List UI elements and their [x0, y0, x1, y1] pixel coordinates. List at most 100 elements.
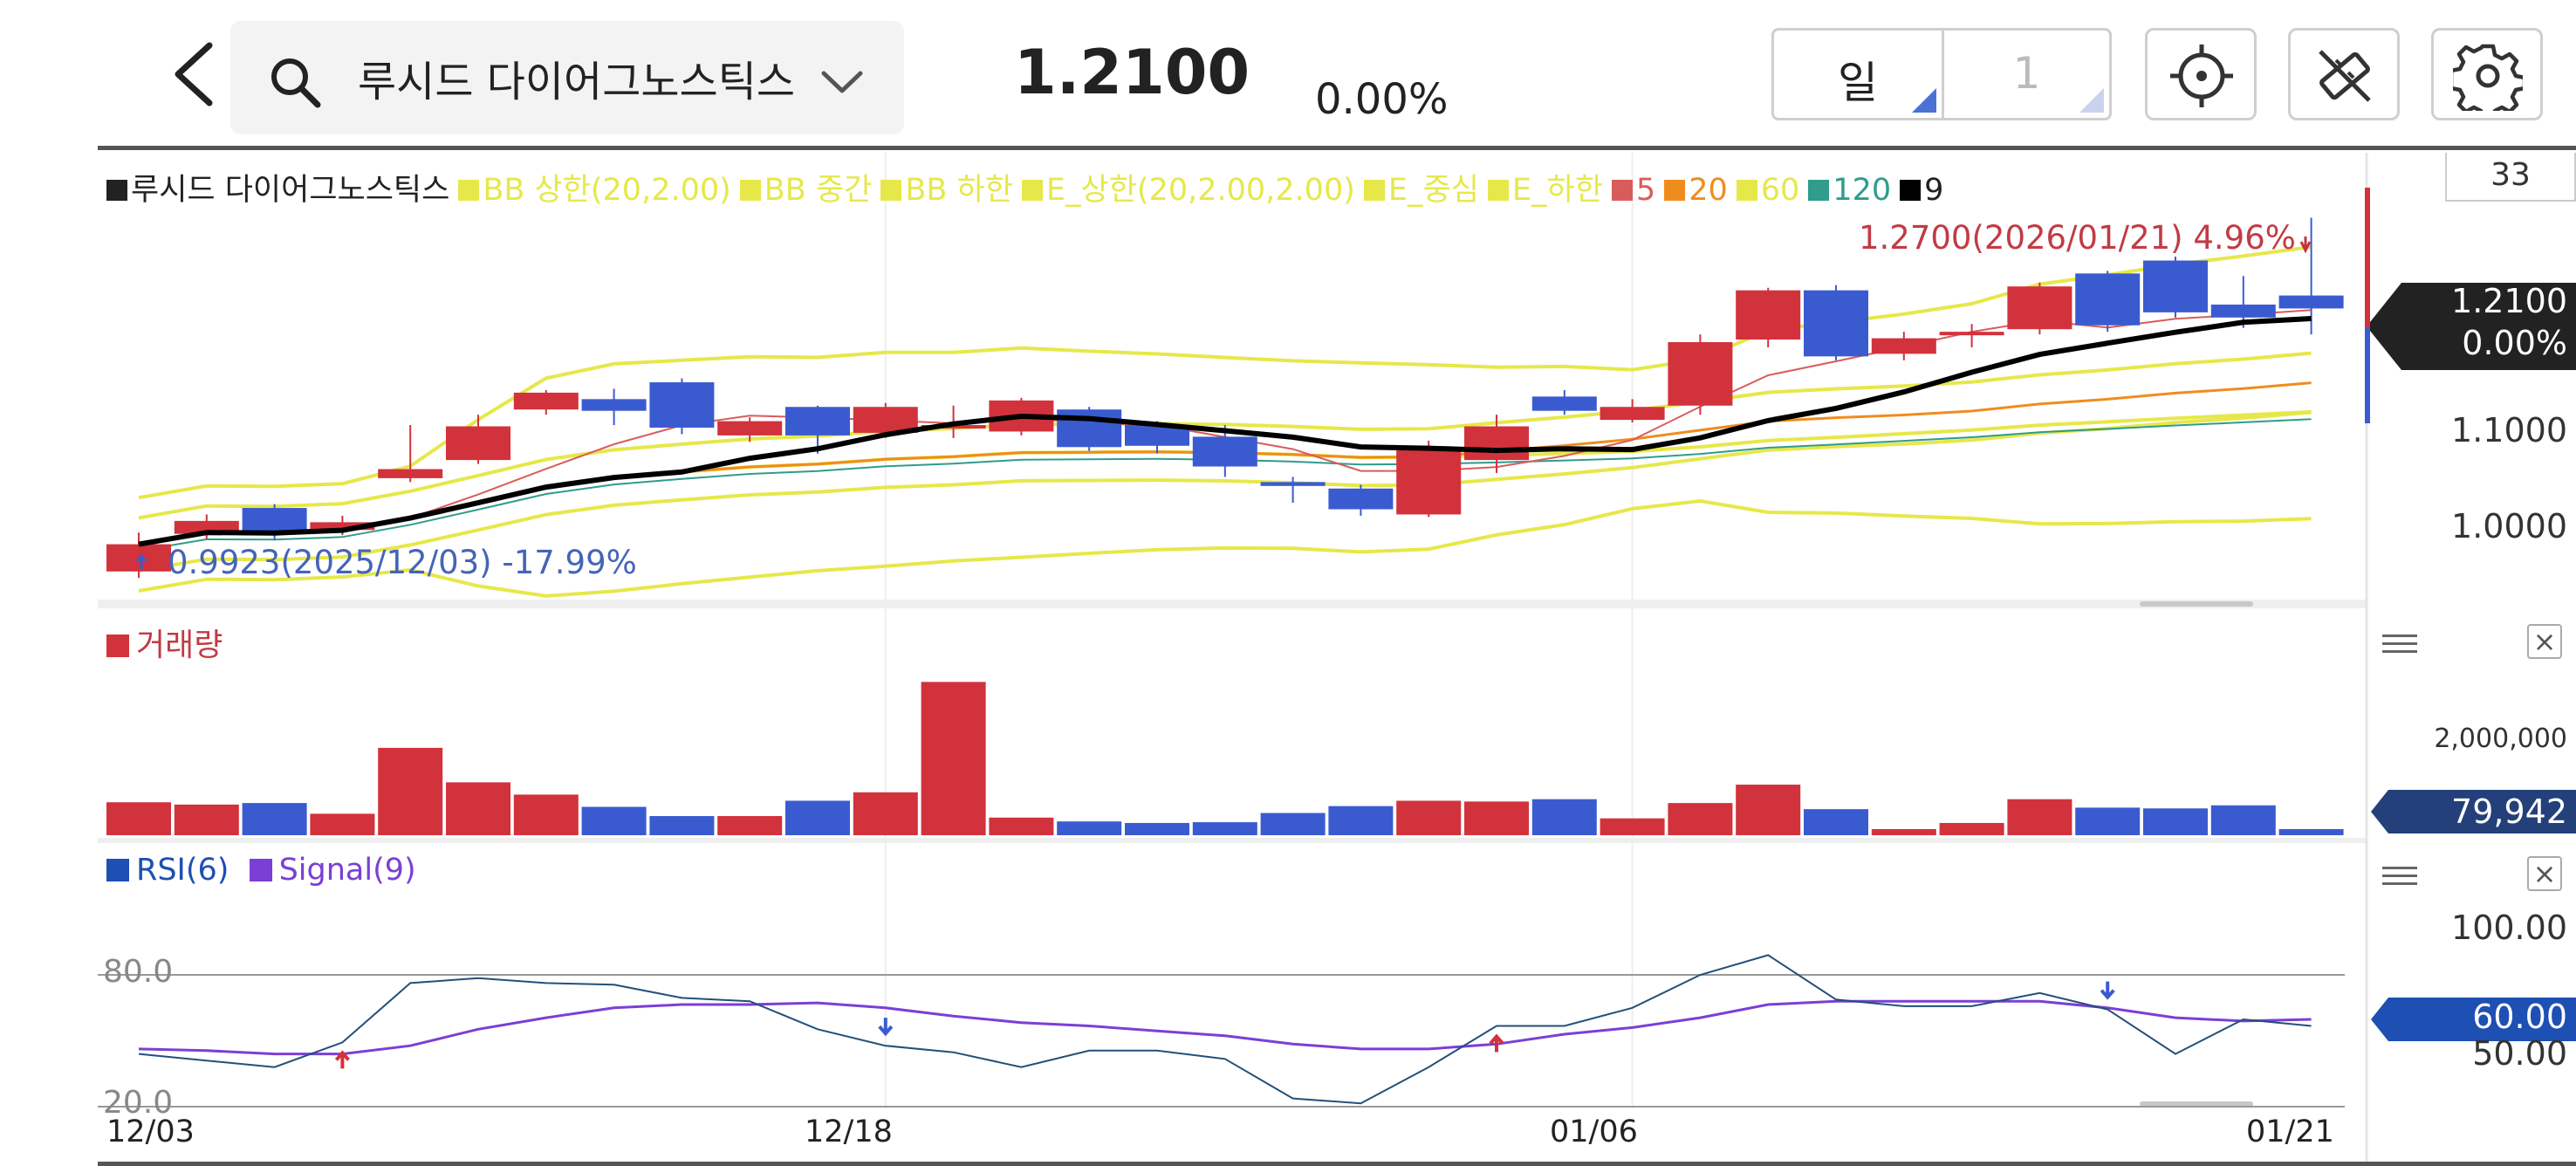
volume-bar — [2007, 799, 2072, 835]
candle-body — [1125, 425, 1189, 446]
volume-legend-swatch — [106, 634, 129, 657]
candle-body — [2075, 273, 2141, 326]
legend-item-label: E_상한(20,2.00,2.00) — [1045, 173, 1355, 208]
legend-swatch — [739, 180, 761, 201]
candle-body — [378, 469, 443, 478]
back-button[interactable] — [159, 35, 229, 113]
signal-line — [138, 999, 2312, 1056]
ma9-line — [138, 316, 2312, 547]
candle-body — [853, 407, 918, 433]
legend-swatch — [1664, 180, 1686, 201]
legend-item-label: 루시드 다이어그노스틱스 — [131, 173, 450, 208]
legend-swatch — [880, 180, 902, 201]
rsi-y-tick-mid: 50.00 — [2472, 1034, 2567, 1073]
candle-body — [1668, 342, 1733, 406]
period-value-dropdown[interactable]: 1 — [1944, 31, 2109, 118]
scrollbar-rsi[interactable] — [2140, 1101, 2253, 1107]
volume-bars — [106, 682, 2344, 835]
signal-legend-swatch — [249, 859, 272, 881]
candle-body — [1939, 332, 2004, 336]
settings-button[interactable] — [2431, 28, 2543, 120]
volume-bar — [1260, 813, 1326, 835]
legend-item-label: BB 하한 — [905, 173, 1013, 208]
rsi-panel-menu-button[interactable] — [2382, 861, 2417, 888]
candle-body — [649, 382, 715, 428]
period-unit-dropdown[interactable]: 일 — [1774, 31, 1944, 118]
drawing-tools-button[interactable] — [2288, 28, 2400, 120]
price-y-tick: 1.0000 — [2451, 507, 2567, 545]
x-axis-label: 01/21 — [2246, 1115, 2334, 1149]
rsi-y-tick-top: 100.00 — [2451, 909, 2567, 947]
legend-swatch — [1736, 180, 1757, 201]
volume-bar — [1939, 822, 2004, 835]
sell-signal-arrow-icon — [2100, 981, 2115, 1000]
candle-body — [446, 426, 510, 461]
volume-bar — [2143, 808, 2208, 835]
volume-bar — [174, 804, 239, 835]
chevron-down-icon[interactable] — [820, 70, 864, 96]
stock-search-box[interactable]: 루시드 다이어그노스틱스 — [230, 21, 904, 134]
x-axis-label: 12/18 — [805, 1115, 893, 1149]
volume-panel-close-button[interactable]: × — [2527, 624, 2562, 659]
chevron-left-icon — [175, 42, 213, 106]
volume-bar — [310, 813, 375, 835]
scrollbar-price[interactable] — [2140, 601, 2253, 607]
volume-tag-bg — [2371, 790, 2576, 833]
candle-body — [2007, 286, 2072, 330]
volume-bar — [785, 800, 850, 835]
volume-y-tick: 2,000,000 — [2434, 724, 2567, 754]
volume-bar — [853, 792, 918, 835]
bb-lower-line — [138, 498, 2312, 598]
volume-last-value: 79,942 — [2451, 792, 2567, 831]
volume-bar — [989, 817, 1054, 835]
volume-bar — [2075, 807, 2141, 835]
legend-swatch — [1021, 180, 1043, 201]
candle-body — [1600, 407, 1665, 421]
dropdown-corner-icon — [1912, 88, 1936, 113]
volume-bar — [1464, 801, 1529, 835]
volume-bar — [1804, 809, 1868, 835]
volume-bar — [1057, 821, 1122, 835]
price-range-up-bar — [2365, 188, 2370, 423]
price-range-down-bar — [2365, 327, 2370, 423]
bb-upper-line — [138, 244, 2312, 500]
volume-bar — [106, 802, 171, 835]
candle-body — [2143, 260, 2208, 312]
close-icon: × — [2532, 857, 2557, 890]
chart-area[interactable]: 루시드 다이어그노스틱스 BB 상한(20,2.00) BB 중간 BB 하한 E_상한… — [98, 153, 2576, 1166]
zoom-level-box[interactable]: 33 — [2445, 153, 2576, 202]
legend-swatch — [1900, 180, 1922, 201]
rsi-line — [138, 954, 2312, 1105]
candle-body — [2210, 304, 2276, 318]
buy-signal-arrow-icon — [334, 1050, 350, 1069]
envelope-lower-line — [138, 410, 2312, 573]
period-unit-label: 일 — [1838, 58, 1878, 108]
envelope-upper-line — [138, 351, 2312, 520]
header-divider — [98, 146, 2576, 150]
legend-item-label: BB 중간 — [764, 173, 873, 208]
legend-swatch — [458, 180, 480, 201]
candle-body — [310, 522, 375, 531]
rsi-legend-swatch — [106, 859, 129, 881]
sell-signal-arrow-icon — [878, 1018, 894, 1037]
legend-item-label: 20 — [1689, 173, 1728, 208]
volume-legend: 거래량 — [106, 620, 223, 665]
volume-panel-menu-button[interactable] — [2382, 629, 2417, 655]
crosshair-button[interactable] — [2145, 28, 2257, 120]
low-marker-icon — [135, 553, 147, 562]
vertical-grid — [884, 153, 1634, 1108]
legend-item-label: E_하한 — [1511, 173, 1603, 208]
candle-body — [1396, 447, 1462, 515]
current-price-tag-bg — [2367, 283, 2576, 370]
volume-bar — [649, 816, 715, 835]
legend-swatch — [1487, 180, 1509, 201]
rsi-tag-bg — [2371, 998, 2576, 1041]
volume-bar — [717, 816, 783, 835]
dropdown-corner-icon — [2079, 88, 2104, 113]
legend-item-label: 120 — [1833, 173, 1892, 208]
rsi-panel-close-button[interactable]: × — [2527, 856, 2562, 891]
rsi-lines — [138, 954, 2312, 1105]
volume-bar — [581, 806, 647, 835]
volume-bar — [1125, 822, 1189, 835]
gear-icon — [2453, 44, 2523, 111]
